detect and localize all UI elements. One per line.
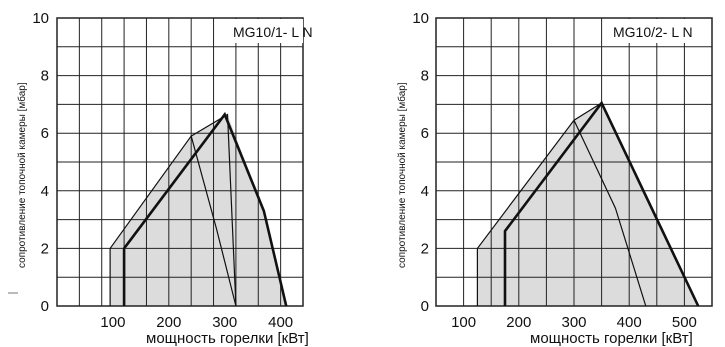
- chart-right: 0 2 4 6 8 10 100 200 300 400 500 MG10/2- L N мощн…: [396, 10, 713, 347]
- y-tick-label: 2: [41, 240, 49, 257]
- chart-left: 0 2 4 6 8 10 100 200 300 400 MG10/1- L N мощност…: [8, 10, 313, 347]
- y-tick-label: 2: [421, 240, 429, 257]
- title-box: [609, 19, 689, 43]
- y-tick-labels: 0 2 4 6 8 10: [412, 10, 429, 315]
- x-tick-label: 300: [212, 314, 237, 331]
- vertical-gridlines: [78, 18, 282, 306]
- x-tick-label: 200: [156, 314, 181, 331]
- series-lines: [476, 100, 700, 307]
- plot-frame: [56, 17, 304, 307]
- y-tick-label: 4: [421, 183, 429, 200]
- x-tick-label: 100: [451, 314, 476, 331]
- operating-area: [477, 102, 699, 307]
- y-tick-label: 8: [41, 68, 49, 85]
- x-tick-label: 400: [268, 314, 293, 331]
- x-axis-label: мощность горелки [кВт]: [146, 330, 309, 347]
- y-tick-label: 8: [421, 68, 429, 85]
- x-axis-label: мощность горелки [кВт]: [530, 330, 693, 347]
- y-axis-label: сопротивление топочной камеры [мбар]: [16, 82, 28, 268]
- series-line-thick: [122, 111, 288, 307]
- series-line-thin-inner: [573, 119, 647, 307]
- x-tick-labels: 100 200 300 400 500: [451, 314, 697, 331]
- chart-title: MG10/1- L N: [233, 24, 313, 40]
- y-tick-label: 4: [41, 183, 49, 200]
- series-line-thick: [503, 100, 700, 307]
- chart-title: MG10/2- L N: [613, 24, 693, 40]
- y-tick-label: 6: [421, 125, 429, 142]
- y-tick-label: 10: [412, 10, 429, 27]
- x-tick-label: 500: [672, 314, 697, 331]
- y-tick-label: 0: [41, 298, 49, 315]
- y-tick-label: 10: [32, 10, 49, 27]
- plot-frame: [435, 17, 713, 307]
- y-tick-labels: 0 2 4 6 8 10: [32, 10, 49, 315]
- x-tick-label: 300: [561, 314, 586, 331]
- series-line-thin-inner: [190, 135, 237, 307]
- y-tick-label: 6: [41, 125, 49, 142]
- vertical-gridlines: [463, 18, 685, 306]
- series-lines: [109, 111, 288, 307]
- title-box: [228, 19, 303, 43]
- x-tick-labels: 100 200 300 400: [100, 314, 293, 331]
- x-tick-label: 200: [506, 314, 531, 331]
- y-axis-label: сопротивление топочной камеры [мбар]: [396, 82, 408, 268]
- y-tick-label: 0: [421, 298, 429, 315]
- x-tick-label: 100: [100, 314, 125, 331]
- x-tick-label: 400: [617, 314, 642, 331]
